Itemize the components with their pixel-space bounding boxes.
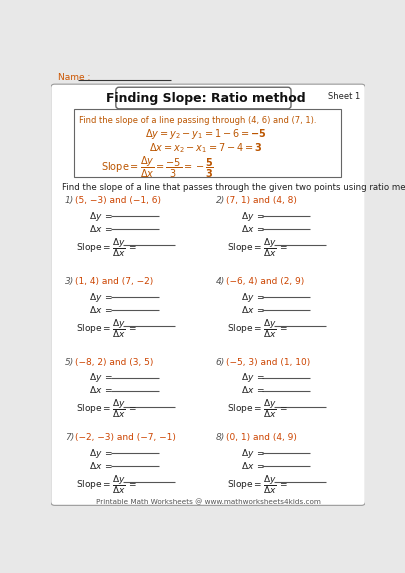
Text: $\Delta y\;=$: $\Delta y\;=$ xyxy=(89,291,113,304)
Text: $\Delta x\;=$: $\Delta x\;=$ xyxy=(89,460,113,471)
FancyBboxPatch shape xyxy=(51,84,364,505)
Text: $\Delta x\;=$: $\Delta x\;=$ xyxy=(89,304,113,315)
Text: 4): 4) xyxy=(215,277,224,286)
Text: $\mathrm{Slope} = \dfrac{\Delta y}{\Delta x}\;=$: $\mathrm{Slope} = \dfrac{\Delta y}{\Delt… xyxy=(226,473,288,496)
Text: (−6, 4) and (2, 9): (−6, 4) and (2, 9) xyxy=(225,277,303,286)
Text: 7): 7) xyxy=(64,433,74,442)
Text: $\Delta y\;=$: $\Delta y\;=$ xyxy=(89,447,113,460)
Text: $\Delta y\;=$: $\Delta y\;=$ xyxy=(240,210,264,223)
Text: $\Delta y\;=$: $\Delta y\;=$ xyxy=(240,447,264,460)
Text: $\mathrm{Slope} = \dfrac{\Delta y}{\Delta x}\;=$: $\mathrm{Slope} = \dfrac{\Delta y}{\Delt… xyxy=(75,317,136,340)
Text: (5, −3) and (−1, 6): (5, −3) and (−1, 6) xyxy=(75,196,160,205)
Text: $\Delta x\;=$: $\Delta x\;=$ xyxy=(240,384,264,395)
Text: Finding Slope: Ratio method: Finding Slope: Ratio method xyxy=(106,92,305,105)
Text: $\Delta x\;=$: $\Delta x\;=$ xyxy=(89,384,113,395)
Text: (−2, −3) and (−7, −1): (−2, −3) and (−7, −1) xyxy=(75,433,175,442)
Text: 1): 1) xyxy=(64,196,74,205)
Text: $\mathrm{Slope} = \dfrac{\Delta y}{\Delta x}\;=$: $\mathrm{Slope} = \dfrac{\Delta y}{\Delt… xyxy=(226,317,288,340)
Text: $\mathrm{Slope} = \dfrac{\Delta y}{\Delta x}\;=$: $\mathrm{Slope} = \dfrac{\Delta y}{\Delt… xyxy=(75,398,136,421)
Text: (1, 4) and (7, −2): (1, 4) and (7, −2) xyxy=(75,277,153,286)
FancyBboxPatch shape xyxy=(115,87,290,109)
Text: $\Delta x\;=$: $\Delta x\;=$ xyxy=(240,223,264,234)
Text: $\Delta x = x_2 - x_1 = 7 - 4 = \mathbf{3}$: $\Delta x = x_2 - x_1 = 7 - 4 = \mathbf{… xyxy=(149,141,262,155)
Text: $\mathrm{Slope} = \dfrac{\Delta y}{\Delta x} = \dfrac{-5}{3} = -\dfrac{\mathbf{5: $\mathrm{Slope} = \dfrac{\Delta y}{\Delt… xyxy=(101,155,213,180)
Text: $\Delta y\;=$: $\Delta y\;=$ xyxy=(240,371,264,384)
Bar xyxy=(74,109,341,176)
Text: Name :: Name : xyxy=(58,73,91,81)
Text: $\Delta x\;=$: $\Delta x\;=$ xyxy=(89,223,113,234)
Text: $\mathrm{Slope} = \dfrac{\Delta y}{\Delta x}\;=$: $\mathrm{Slope} = \dfrac{\Delta y}{\Delt… xyxy=(226,236,288,258)
Text: $\Delta y\;=$: $\Delta y\;=$ xyxy=(240,291,264,304)
Text: $\mathrm{Slope} = \dfrac{\Delta y}{\Delta x}\;=$: $\mathrm{Slope} = \dfrac{\Delta y}{\Delt… xyxy=(75,236,136,258)
Text: Printable Math Worksheets @ www.mathworksheets4kids.com: Printable Math Worksheets @ www.mathwork… xyxy=(96,499,320,505)
Text: 3): 3) xyxy=(64,277,74,286)
Text: $\Delta x\;=$: $\Delta x\;=$ xyxy=(240,460,264,471)
Text: Find the slope of a line passing through (4, 6) and (7, 1).: Find the slope of a line passing through… xyxy=(79,116,316,125)
Text: $\Delta y\;=$: $\Delta y\;=$ xyxy=(89,371,113,384)
Text: (7, 1) and (4, 8): (7, 1) and (4, 8) xyxy=(225,196,296,205)
Text: 8): 8) xyxy=(215,433,224,442)
Text: 2): 2) xyxy=(215,196,224,205)
Text: $\Delta x\;=$: $\Delta x\;=$ xyxy=(240,304,264,315)
Text: $\Delta y = y_2 - y_1 = 1 - 6 = \mathbf{-5}$: $\Delta y = y_2 - y_1 = 1 - 6 = \mathbf{… xyxy=(145,127,266,142)
Text: $\mathrm{Slope} = \dfrac{\Delta y}{\Delta x}\;=$: $\mathrm{Slope} = \dfrac{\Delta y}{\Delt… xyxy=(75,473,136,496)
Text: Find the slope of a line that passes through the given two points using ratio me: Find the slope of a line that passes thr… xyxy=(62,183,405,192)
Text: (0, 1) and (4, 9): (0, 1) and (4, 9) xyxy=(225,433,296,442)
Text: (−5, 3) and (1, 10): (−5, 3) and (1, 10) xyxy=(225,358,309,367)
Text: (−8, 2) and (3, 5): (−8, 2) and (3, 5) xyxy=(75,358,153,367)
Text: 5): 5) xyxy=(64,358,74,367)
Text: Sheet 1: Sheet 1 xyxy=(327,92,360,101)
Text: 6): 6) xyxy=(215,358,224,367)
Text: $\mathrm{Slope} = \dfrac{\Delta y}{\Delta x}\;=$: $\mathrm{Slope} = \dfrac{\Delta y}{\Delt… xyxy=(226,398,288,421)
Text: $\Delta y\;=$: $\Delta y\;=$ xyxy=(89,210,113,223)
